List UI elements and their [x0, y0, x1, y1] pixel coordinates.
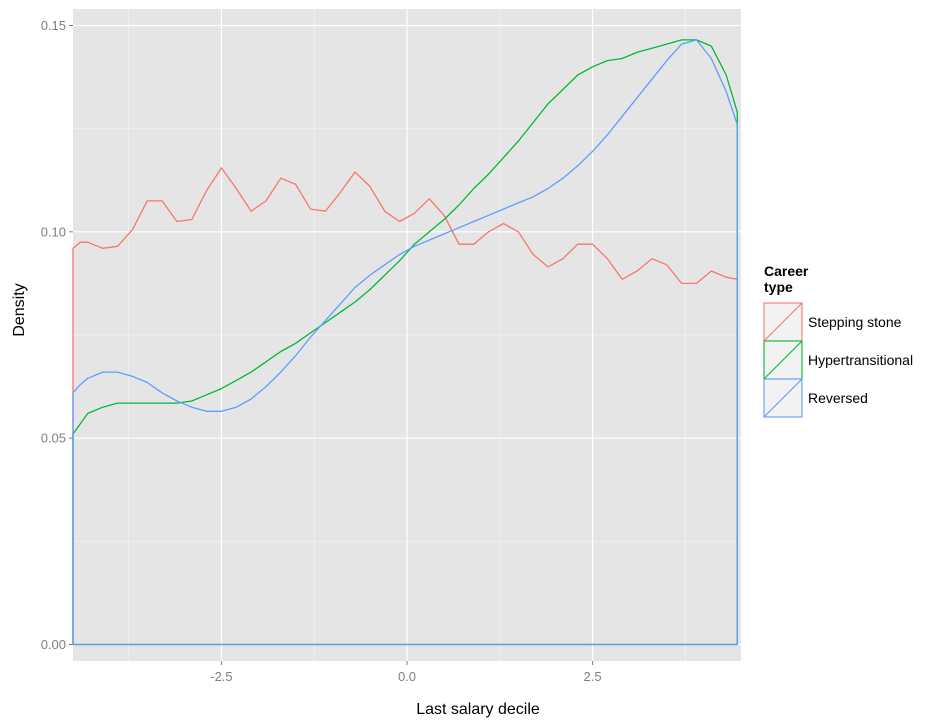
legend-key-diagonal [763, 378, 803, 418]
legend-title-line-1: Career [764, 263, 809, 279]
x-axis: -2.5 0.0 2.5 [210, 661, 602, 684]
legend-item: Reversed [763, 378, 868, 418]
x-axis-title: Last salary decile [416, 701, 540, 718]
legend: Career type Stepping stone Hypertransitio… [763, 263, 913, 418]
x-tick-label: 0.0 [398, 669, 416, 684]
y-tick-label: 0.15 [41, 18, 66, 33]
series-layer [72, 39, 738, 646]
series-line-stepping-stone [72, 167, 738, 646]
x-tick-label: -2.5 [210, 669, 232, 684]
legend-label: Stepping stone [808, 314, 902, 330]
legend-key-diagonal [763, 340, 803, 380]
series-line-reversed [72, 39, 738, 646]
legend-key-diagonal [763, 302, 803, 342]
series-line-hypertransitional [72, 39, 738, 646]
legend-label: Reversed [808, 390, 868, 406]
legend-item: Stepping stone [763, 302, 902, 342]
legend-title-line-2: type [764, 279, 793, 295]
y-tick-label: 0.00 [41, 637, 66, 652]
y-axis: 0.00 0.05 0.10 0.15 [41, 18, 73, 652]
x-tick-label: 2.5 [584, 669, 602, 684]
y-tick-label: 0.10 [41, 224, 66, 239]
legend-item: Hypertransitional [763, 340, 913, 380]
y-tick-label: 0.05 [41, 431, 66, 446]
legend-keys: Stepping stone Hypertransitional Reversed [763, 302, 913, 418]
y-axis-title: Density [11, 283, 28, 336]
legend-label: Hypertransitional [808, 352, 913, 368]
